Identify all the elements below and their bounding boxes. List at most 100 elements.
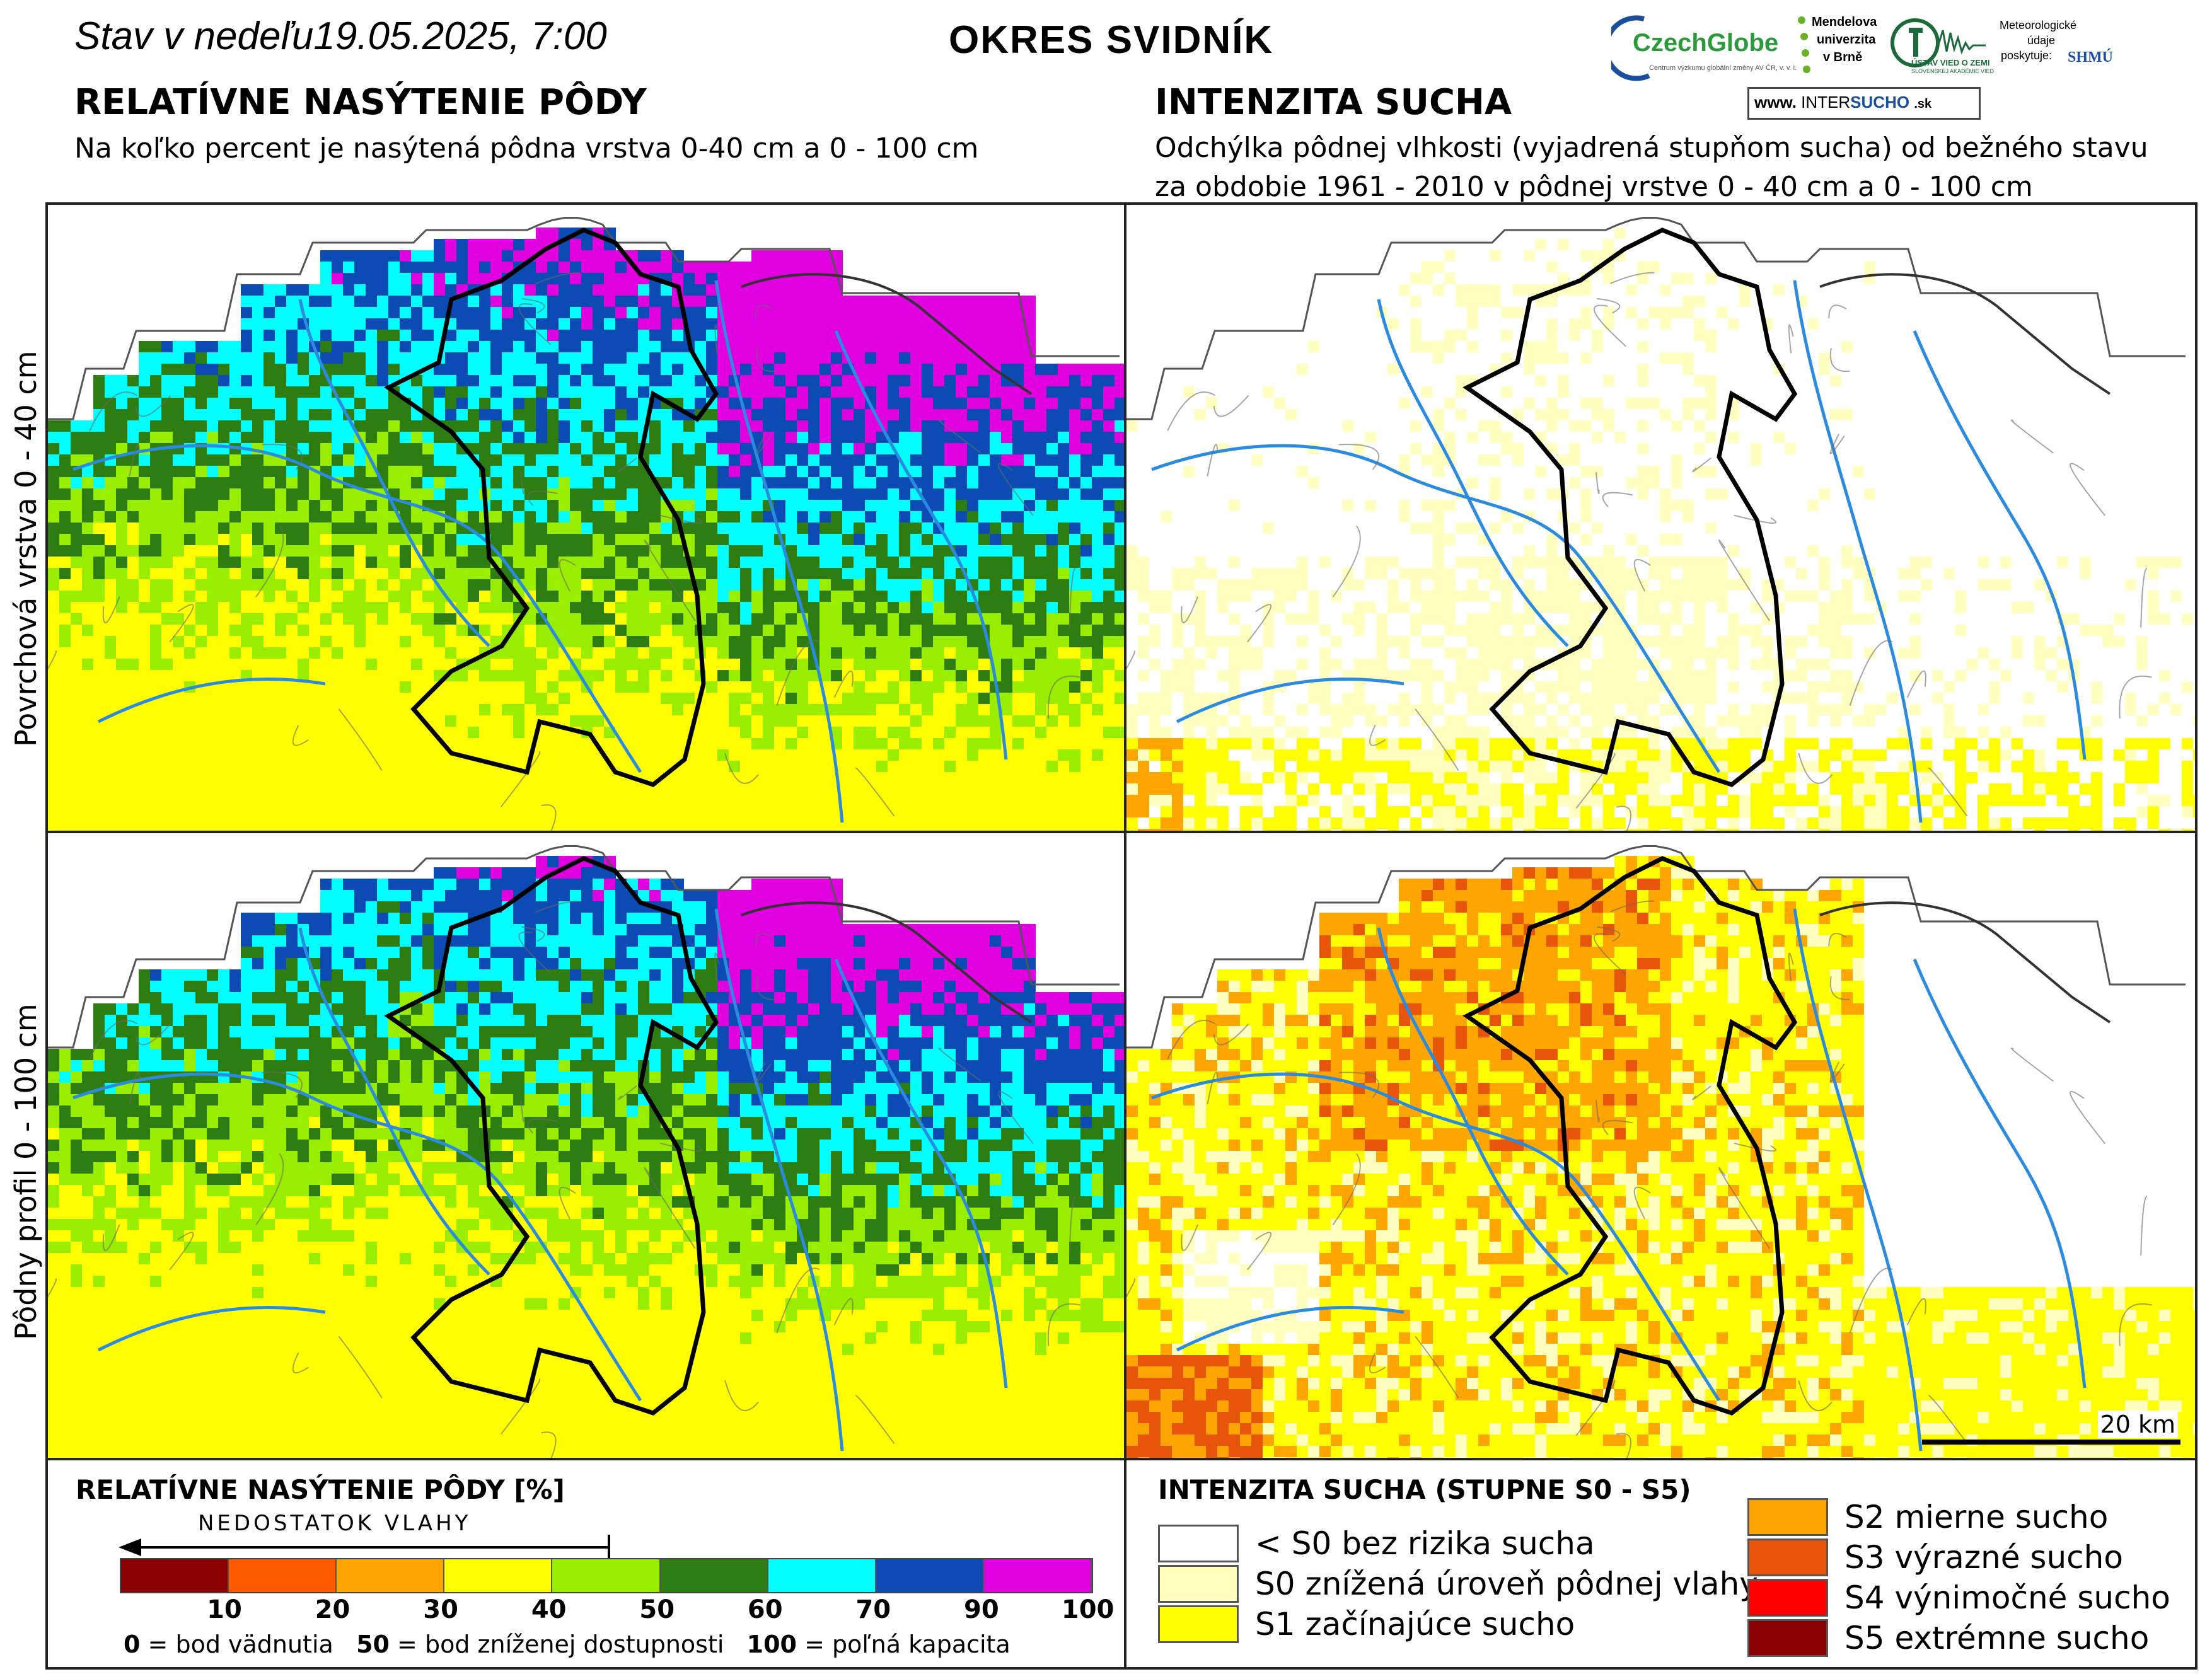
drought-topsoil-map: [1126, 217, 2195, 831]
drought-swatch: [1158, 1605, 1239, 1643]
date-line: Stav v nedeľu19.05.2025, 7:00: [74, 14, 607, 58]
colorbar-segment: [552, 1559, 661, 1592]
drought-legend-label: S5 extrémne sucho: [1844, 1620, 2150, 1656]
drought-legend-title: INTENZITA SUCHA (STUPNE S0 - S5): [1158, 1474, 1691, 1505]
saturation-notes: 0 = bod vädnutia 50 = bod zníženej dostu…: [124, 1631, 1010, 1658]
saturation-heading: RELATÍVNE NASÝTENIE PÔDY: [74, 82, 647, 123]
czechglobe-logo: CzechGlobe Centrum výzkumu globální změn…: [1611, 13, 1797, 82]
url-prefix: www.: [1754, 93, 1797, 112]
note-50-text: = bod zníženej dostupnosti: [389, 1631, 724, 1658]
colorbar-tick-label: 100: [1061, 1595, 1115, 1624]
drought-legend-label: < S0 bez rizika sucha: [1255, 1525, 1595, 1562]
colorbar-segment: [660, 1559, 768, 1592]
colorbar-segment: [983, 1559, 1092, 1592]
scale-bar-line: [1922, 1440, 2180, 1445]
drought-swatch: [1747, 1619, 1828, 1657]
saturation-legend-title: RELATÍVNE NASÝTENIE PÔDY [%]: [76, 1474, 565, 1505]
note-0-key: 0: [124, 1631, 141, 1658]
note-100-text: = poľná kapacita: [797, 1631, 1010, 1658]
saturation-ticks: 10 20 30 40 50 60 70 90 100: [120, 1595, 1114, 1627]
boundaries: [48, 217, 1120, 831]
raster-cells: [1126, 856, 2195, 1458]
raster-cells: [48, 228, 1124, 831]
colorbar-segment: [444, 1559, 553, 1592]
url-inter: INTER: [1801, 93, 1851, 112]
map-drought-profile: 20 km: [1124, 831, 2198, 1460]
colorbar-segment: [768, 1559, 876, 1592]
drought-legend-label: S2 mierne sucho: [1844, 1499, 2109, 1535]
saturation-subtitle: Na koľko percent je nasýtená pôdna vrstv…: [74, 132, 979, 165]
scale-bar-label: 20 km: [2097, 1411, 2178, 1438]
ustav-subtitle: SLOVENSKEJ AKADÉMIE VIED: [1911, 68, 1995, 74]
ustav-name: ÚSTAV VIED O ZEMI: [1911, 58, 1990, 67]
drought-profile-map: [1126, 845, 2195, 1458]
note-0-text: = bod vädnutia: [140, 1631, 333, 1658]
meteo-line-2: údaje: [2027, 34, 2056, 47]
colorbar-tick-label: 90: [964, 1595, 999, 1624]
ustav-logo: ÚSTAV VIED O ZEMI SLOVENSKEJ AKADÉMIE VI…: [1890, 18, 1997, 81]
drought-legend-label: S4 výnimočné sucho: [1844, 1579, 2170, 1616]
drought-legend-label: S1 začínajúce sucho: [1255, 1606, 1575, 1642]
drought-swatch: [1747, 1498, 1828, 1536]
drought-legend-item: S5 extrémne sucho: [1747, 1619, 2149, 1657]
globe-icon: [1611, 15, 1650, 81]
map-drought-topsoil: [1124, 202, 2198, 833]
colorbar-tick-label: 60: [747, 1595, 783, 1624]
boundaries: [48, 845, 1120, 1458]
drought-subtitle-line-1: Odchýlka pôdnej vlhkosti (vyjadrená stup…: [1155, 132, 2148, 164]
drought-legend-label: S3 výrazné sucho: [1844, 1539, 2123, 1576]
row-label-top: Povrchová vrstva 0 - 40 cm: [9, 350, 43, 747]
nedostatok-arrow: [119, 1535, 610, 1559]
note-100-key: 100: [746, 1631, 797, 1658]
drought-legend-item: S3 výrazné sucho: [1747, 1538, 2123, 1576]
dots-icon: [1798, 16, 1810, 73]
drought-swatch: [1158, 1525, 1239, 1562]
colorbar-segment: [121, 1559, 229, 1592]
drought-heading: INTENZITA SUCHA: [1155, 82, 1512, 123]
saturation-legend: RELATÍVNE NASÝTENIE PÔDY [%] NEDOSTATOK …: [45, 1458, 1126, 1670]
district-title: OKRES SVIDNÍK: [949, 18, 1274, 62]
drought-legend-item: S1 začínajúce sucho: [1158, 1605, 1575, 1643]
map-saturation-profile: [45, 831, 1126, 1460]
mendel-line-1: Mendelova: [1812, 15, 1877, 29]
boundaries: [1126, 845, 2186, 1458]
meteo-line-3: poskytuje:: [2001, 49, 2053, 62]
map-saturation-topsoil: [45, 202, 1126, 833]
drought-legend-label: S0 znížená úroveň pôdnej vlahy: [1255, 1566, 1758, 1602]
drought-subtitle: Odchýlka pôdnej vlhkosti (vyjadrená stup…: [1155, 129, 2163, 207]
drought-swatch: [1158, 1565, 1239, 1603]
raster-cells: [1126, 228, 2195, 831]
drought-swatch: [1747, 1579, 1828, 1617]
colorbar-tick-label: 40: [531, 1595, 567, 1624]
meteo-provider: Meteorologické údaje poskytuje: SHMÚ: [2000, 14, 2126, 83]
saturation-topsoil-map: [48, 217, 1124, 831]
mendel-line-2: univerzita: [1817, 33, 1876, 47]
drought-swatch: [1747, 1538, 1828, 1576]
boundaries: [1126, 217, 2186, 831]
colorbar-tick-label: 10: [207, 1595, 242, 1624]
drought-legend-item: S2 mierne sucho: [1747, 1498, 2108, 1536]
drought-legend-item: S0 znížená úroveň pôdnej vlahy: [1158, 1565, 1758, 1603]
colorbar-tick-label: 50: [639, 1595, 675, 1624]
intersucho-logo: www. INTERSUCHO .sk: [1747, 87, 1981, 120]
url-tld: .sk: [1914, 97, 1932, 111]
saturation-colorbar: [120, 1558, 1093, 1593]
nedostatok-label: NEDOSTATOK VLAHY: [198, 1511, 472, 1536]
row-label-bottom: Pôdny profil 0 - 100 cm: [9, 1003, 43, 1340]
raster-cells: [48, 856, 1124, 1458]
czechglobe-subtitle: Centrum výzkumu globální změny AV ČR, v.…: [1649, 64, 1797, 72]
colorbar-segment: [229, 1559, 337, 1592]
mendel-logo: Mendelova univerzita v Brně: [1795, 14, 1890, 83]
saturation-profile-map: [48, 845, 1124, 1458]
drought-subtitle-line-2: za obdobie 1961 - 2010 v pôdnej vrstve 0…: [1155, 171, 2033, 203]
scale-bar: 20 km: [1922, 1411, 2180, 1448]
shmu-logo: SHMÚ: [2068, 49, 2113, 66]
intersucho-url: www. INTERSUCHO .sk: [1754, 93, 1931, 112]
mendel-line-3: v Brně: [1823, 50, 1863, 64]
note-50-key: 50: [356, 1631, 390, 1658]
czechglobe-name: CzechGlobe: [1633, 29, 1779, 57]
seismograph-icon: [1891, 18, 1986, 67]
colorbar-tick-label: 70: [855, 1595, 891, 1624]
url-sucho: SUCHO: [1850, 93, 1910, 112]
drought-legend-item: S4 výnimočné sucho: [1747, 1579, 2170, 1617]
